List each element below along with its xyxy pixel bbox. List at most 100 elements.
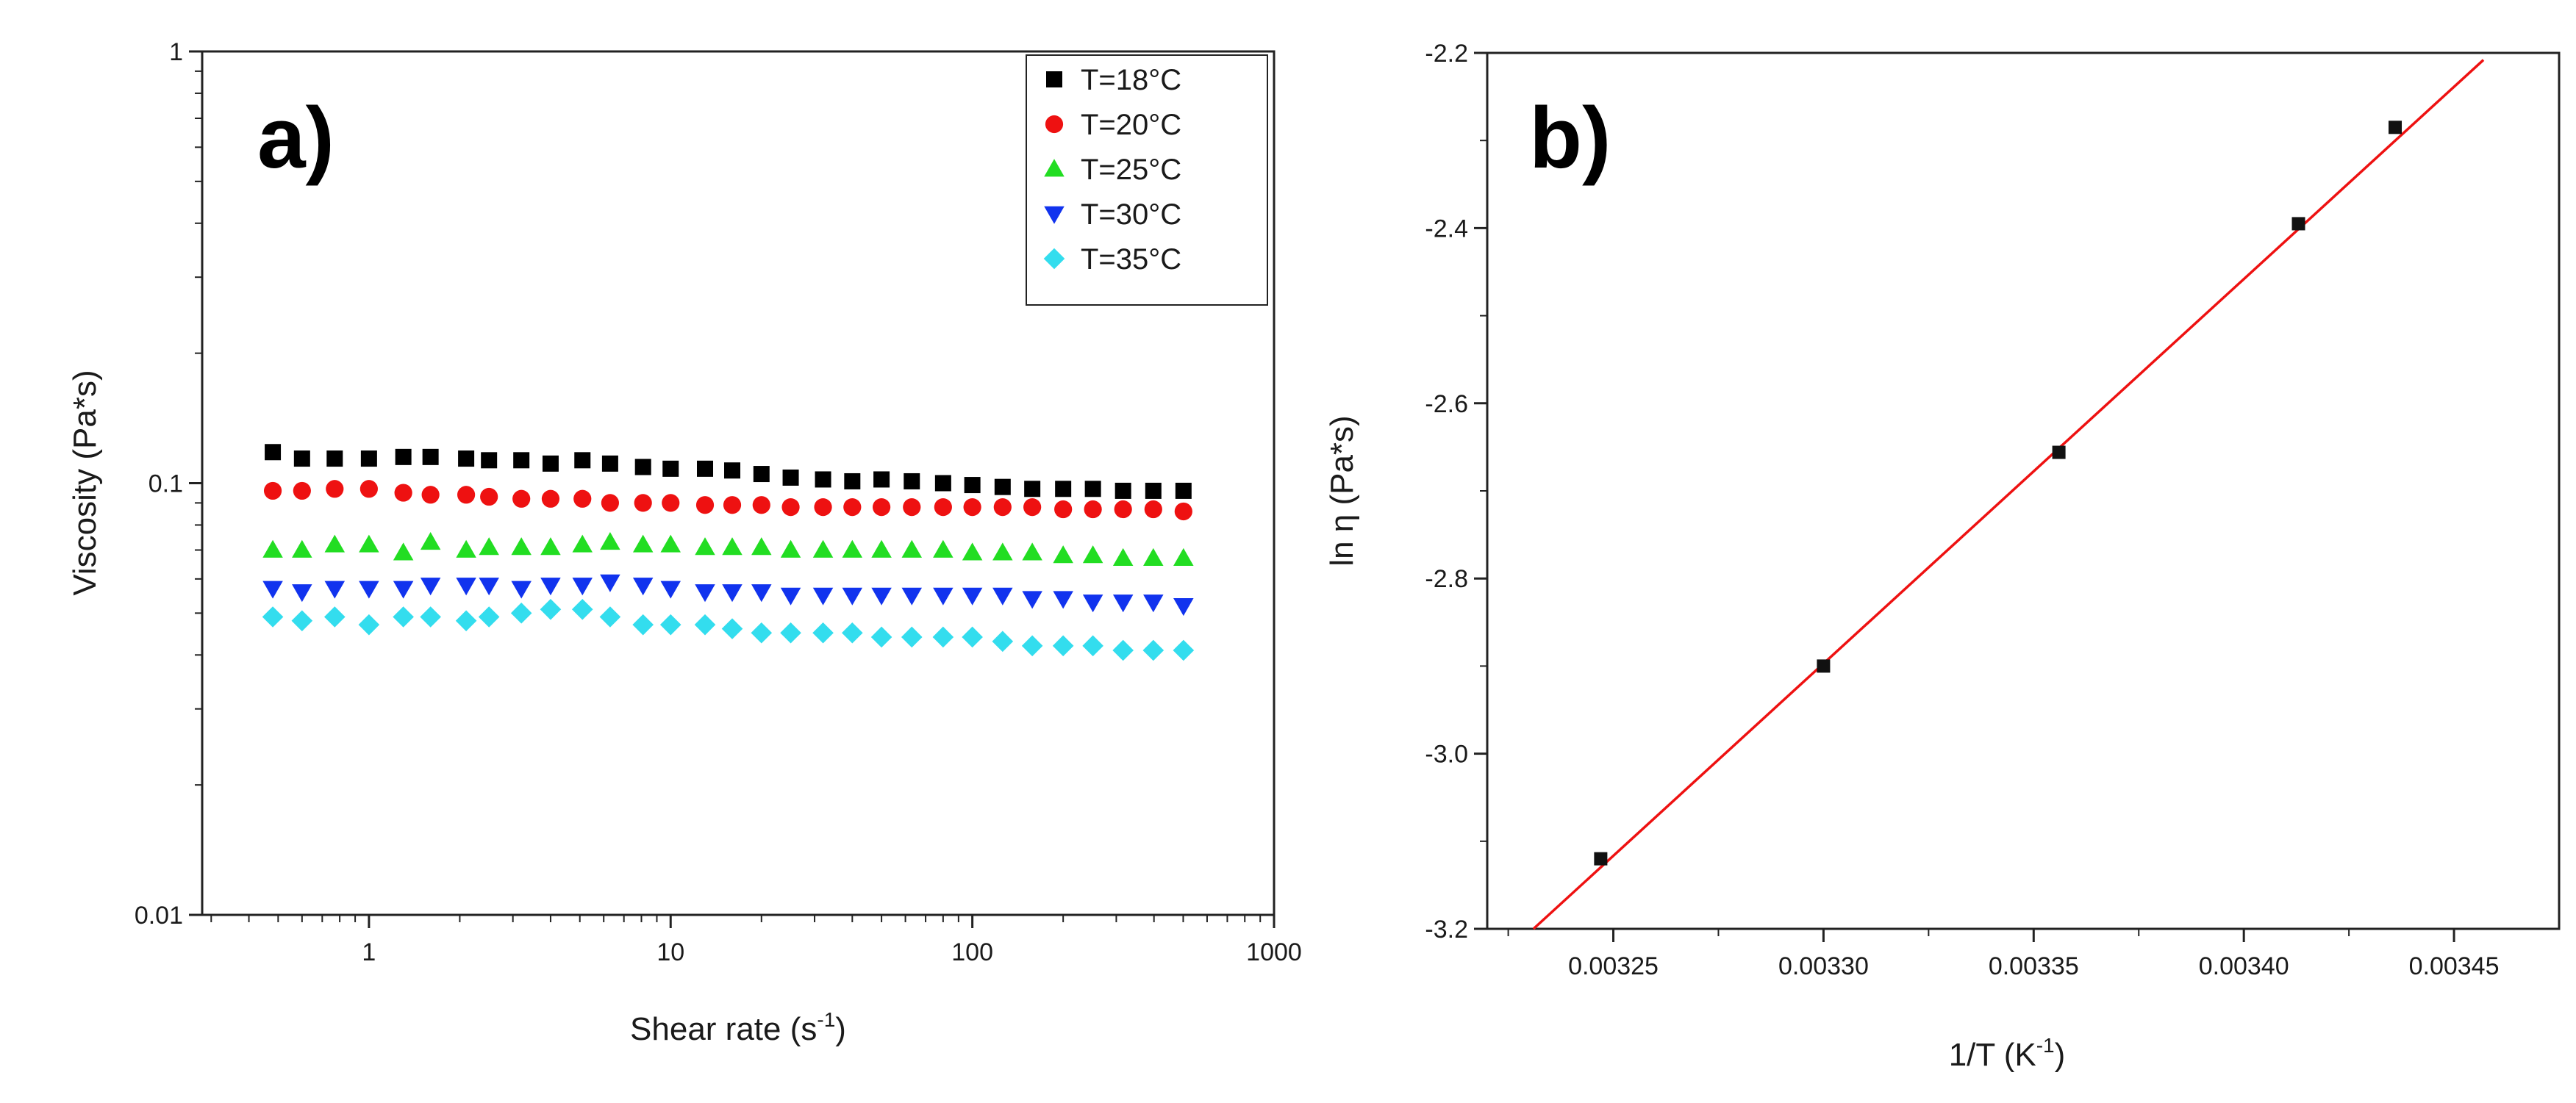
chart-a-point-series-4 [1173, 598, 1194, 617]
chart-a-point-series-2 [814, 498, 832, 517]
chart-a-point-series-3 [1173, 547, 1194, 566]
chart-a-point-series-2 [662, 494, 680, 512]
chart-a-point-series-5 [1142, 639, 1164, 661]
chart-a-point-series-3 [456, 539, 476, 558]
chart-a-point-series-2 [421, 486, 440, 504]
chart-a-legend-box [1026, 54, 1268, 306]
chart-a-x-tick-label: 1000 [1246, 938, 1302, 966]
chart-a-point-series-5 [992, 630, 1014, 653]
chart-a-point-series-1 [326, 450, 343, 467]
chart-a-point-series-2 [359, 480, 378, 498]
chart-a-point-series-1 [458, 450, 475, 467]
chart-a-point-series-3 [751, 537, 772, 556]
chart-a-point-series-5 [932, 626, 954, 648]
chart-a-point-series-4 [324, 581, 346, 599]
chart-a-point-series-2 [263, 481, 282, 500]
chart-a-point-series-3 [572, 534, 593, 553]
chart-a-point-series-4 [479, 578, 499, 596]
chart-a-point-series-3 [812, 539, 834, 558]
chart-a-point-series-1 [844, 473, 861, 489]
chart-a-legend-label: T=20°C [1081, 109, 1181, 141]
chart-a-point-series-2 [293, 481, 311, 500]
chart-a-point-series-1 [994, 478, 1011, 495]
chart-a-point-series-2 [394, 484, 412, 502]
chart-a-point-series-3 [992, 542, 1013, 561]
chart-a-point-series-4 [572, 578, 593, 596]
chart-a-point-series-1 [815, 471, 831, 488]
chart-a-point-series-1 [724, 462, 741, 479]
chart-a-point-series-5 [323, 606, 346, 628]
chart-a-point-series-2 [480, 487, 498, 506]
chart-a-point-series-4 [1022, 591, 1042, 609]
chart-a-point-series-1 [662, 460, 679, 477]
chart-b-y-tick-label: -2.6 [1425, 390, 1468, 418]
chart-a-point-series-4 [695, 584, 715, 603]
chart-a-point-series-1 [265, 444, 282, 461]
chart-a-legend-label: T=35°C [1081, 243, 1181, 276]
chart-a-point-series-1 [422, 448, 439, 465]
chart-a-point-series-3 [262, 539, 283, 558]
chart-a-point-series-2 [843, 498, 862, 517]
chart-a-point-series-5 [599, 606, 621, 628]
chart-b-x-tick-label: 0.00330 [1778, 952, 1869, 980]
chart-a-point-series-3 [511, 537, 532, 556]
chart-a-point-series-1 [934, 475, 951, 492]
chart-a-point-series-4 [456, 578, 476, 596]
chart-a-point-series-2 [634, 494, 652, 512]
chart-a-legend-marker [1043, 248, 1065, 270]
chart-a-point-series-1 [1055, 481, 1072, 497]
chart-b-x-axis-label: 1/T (K-1) [1949, 1034, 2066, 1073]
chart-a-point-series-4 [901, 587, 923, 606]
chart-a-point-series-1 [542, 455, 559, 472]
chart-a-point-series-3 [962, 542, 983, 561]
chart-a-point-series-2 [695, 496, 715, 514]
chart-a-point-series-4 [262, 581, 283, 599]
chart-a-point-series-2 [1054, 500, 1073, 519]
chart-b-y-tick-label: -3.0 [1425, 741, 1468, 769]
chart-a-point-series-2 [723, 496, 742, 514]
chart-a-point-series-5 [1173, 639, 1195, 661]
chart-a-point-series-2 [1114, 500, 1132, 519]
chart-a-point-series-4 [751, 584, 772, 603]
chart-a-y-tick-label: 0.1 [149, 470, 183, 498]
chart-b-y-tick-label: -2.2 [1425, 40, 1468, 68]
chart-a-point-series-1 [964, 477, 981, 494]
chart-a-point-series-5 [812, 622, 834, 644]
chart-a-point-series-1 [574, 452, 591, 469]
chart-a-point-series-3 [324, 534, 346, 553]
chart-a-point-series-2 [1084, 500, 1102, 519]
chart-a-point-series-4 [933, 587, 954, 606]
chart-a-legend-marker [1046, 71, 1062, 87]
chart-b-x-axis-label-end: ) [2055, 1037, 2066, 1073]
chart-a-point-series-5 [1082, 635, 1103, 657]
chart-a-point-series-4 [393, 581, 414, 599]
chart-a-point-series-1 [513, 452, 530, 469]
chart-a-point-series-4 [1082, 594, 1103, 613]
chart-a-point-series-1 [1084, 481, 1101, 497]
chart-a-point-series-5 [455, 610, 477, 632]
chart-a-point-series-3 [632, 534, 654, 553]
chart-a-point-series-5 [1112, 639, 1134, 661]
chart-a-point-series-1 [1175, 482, 1192, 499]
chart-a-point-series-5 [510, 603, 532, 624]
chart-b: 0.00325 0.00330 0.00335 0.00340 0.00345 -3.2 -… [1324, 40, 2561, 1073]
chart-a-point-series-1 [481, 452, 498, 469]
chart-a-point-series-4 [871, 587, 892, 606]
chart-a-point-series-4 [600, 574, 620, 592]
chart-a-point-series-4 [780, 587, 801, 606]
chart-a-y-tick-label: 1 [169, 38, 183, 66]
chart-a-point-series-2 [512, 489, 531, 508]
chart-a-point-series-1 [782, 469, 799, 486]
chart-a-point-series-2 [1174, 502, 1192, 521]
chart-a-point-series-5 [478, 606, 500, 628]
chart-a-point-series-3 [359, 534, 379, 553]
chart-a-point-series-5 [632, 614, 654, 636]
chart-a-point-series-4 [632, 578, 654, 596]
chart-a-x-tick-label: 1 [362, 938, 376, 966]
chart-a-point-series-4 [722, 584, 743, 603]
chart-a-point-series-3 [660, 534, 681, 553]
chart-a-point-series-3 [780, 539, 801, 558]
chart-a-point-series-1 [1024, 481, 1041, 497]
chart-a-point-series-5 [721, 618, 743, 639]
